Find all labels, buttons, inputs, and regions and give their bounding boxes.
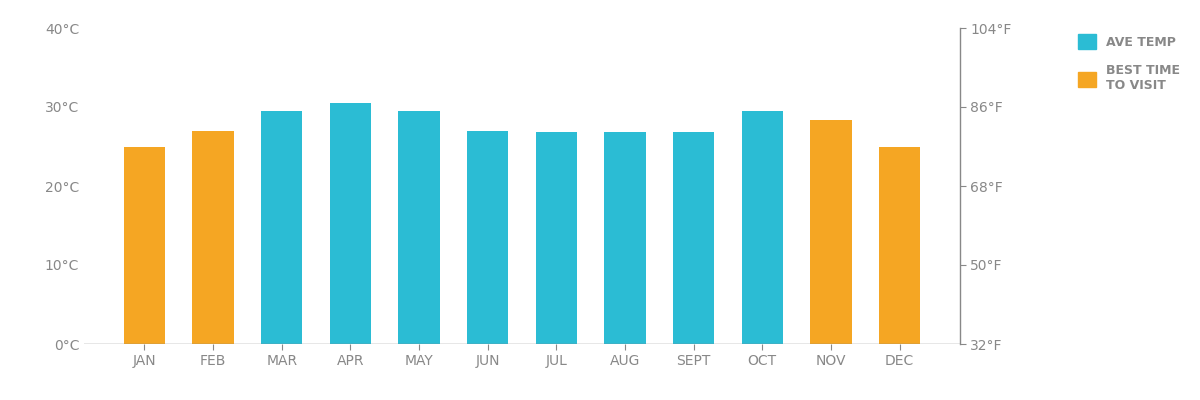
Bar bbox=[124, 146, 166, 344]
Bar bbox=[192, 131, 234, 344]
Bar bbox=[878, 146, 920, 344]
Bar bbox=[398, 111, 439, 344]
Bar bbox=[330, 103, 371, 344]
Bar bbox=[742, 111, 782, 344]
Bar bbox=[810, 120, 852, 344]
Legend: AVE TEMP, BEST TIME
TO VISIT: AVE TEMP, BEST TIME TO VISIT bbox=[1072, 28, 1187, 99]
Bar bbox=[535, 132, 577, 344]
Bar bbox=[605, 132, 646, 344]
Bar bbox=[467, 131, 509, 344]
Bar bbox=[673, 132, 714, 344]
Bar bbox=[262, 111, 302, 344]
